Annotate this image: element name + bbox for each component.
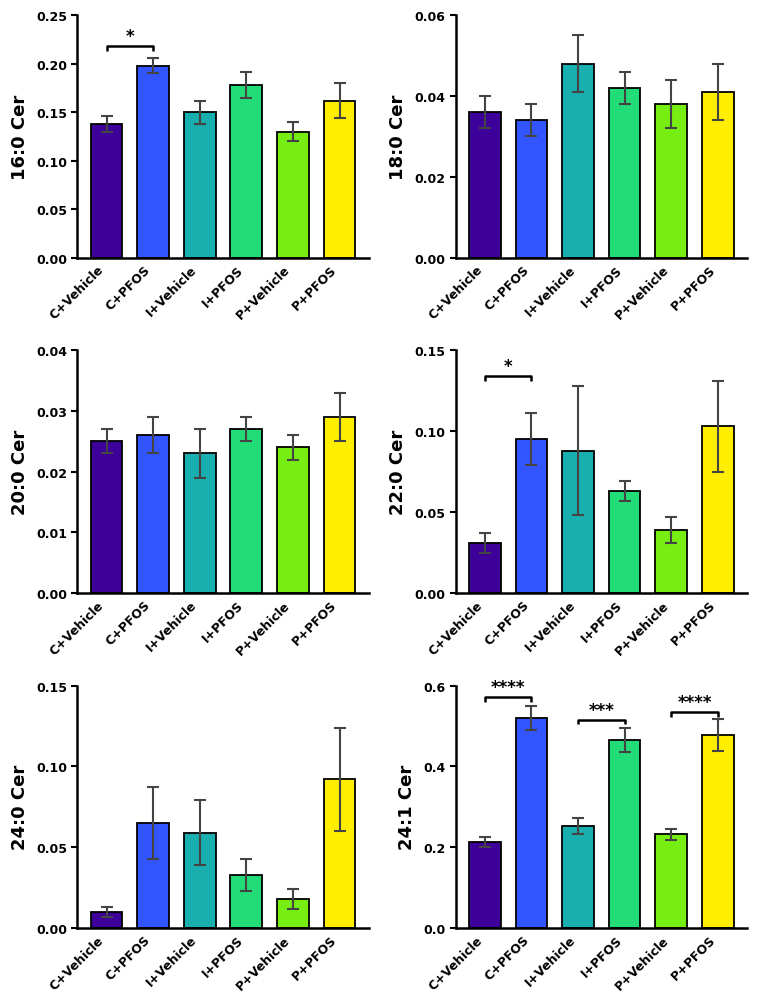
Bar <box>515 121 547 259</box>
Y-axis label: 16:0 Cer: 16:0 Cer <box>11 94 29 180</box>
Bar <box>324 417 356 594</box>
Bar <box>656 105 687 259</box>
Bar <box>609 740 641 928</box>
Bar <box>230 429 262 594</box>
Bar <box>515 718 547 928</box>
Bar <box>91 442 122 594</box>
Bar <box>469 843 501 928</box>
Bar <box>469 113 501 259</box>
Bar <box>469 544 501 594</box>
Bar <box>137 436 169 594</box>
Bar <box>184 454 215 594</box>
Text: *: * <box>504 358 512 376</box>
Bar <box>702 735 734 928</box>
Bar <box>562 64 594 259</box>
Text: ****: **** <box>491 678 525 696</box>
Y-axis label: 22:0 Cer: 22:0 Cer <box>390 429 407 515</box>
Bar <box>656 531 687 594</box>
Bar <box>184 113 215 259</box>
Bar <box>230 875 262 928</box>
Bar <box>562 826 594 928</box>
Bar <box>277 899 309 928</box>
Bar <box>562 451 594 594</box>
Bar <box>324 779 356 928</box>
Text: ***: *** <box>588 701 614 719</box>
Text: ****: **** <box>677 693 712 711</box>
Y-axis label: 24:1 Cer: 24:1 Cer <box>398 764 416 850</box>
Y-axis label: 20:0 Cer: 20:0 Cer <box>11 429 29 515</box>
Bar <box>91 912 122 928</box>
Y-axis label: 18:0 Cer: 18:0 Cer <box>390 94 407 180</box>
Bar <box>656 834 687 928</box>
Bar <box>184 832 215 928</box>
Bar <box>609 89 641 259</box>
Bar <box>91 124 122 259</box>
Bar <box>137 823 169 928</box>
Bar <box>515 440 547 594</box>
Bar <box>702 427 734 594</box>
Bar <box>230 86 262 259</box>
Y-axis label: 24:0 Cer: 24:0 Cer <box>11 764 29 850</box>
Bar <box>137 66 169 259</box>
Bar <box>277 448 309 594</box>
Bar <box>324 101 356 259</box>
Bar <box>609 491 641 594</box>
Text: *: * <box>126 28 134 46</box>
Bar <box>277 132 309 259</box>
Bar <box>702 93 734 259</box>
